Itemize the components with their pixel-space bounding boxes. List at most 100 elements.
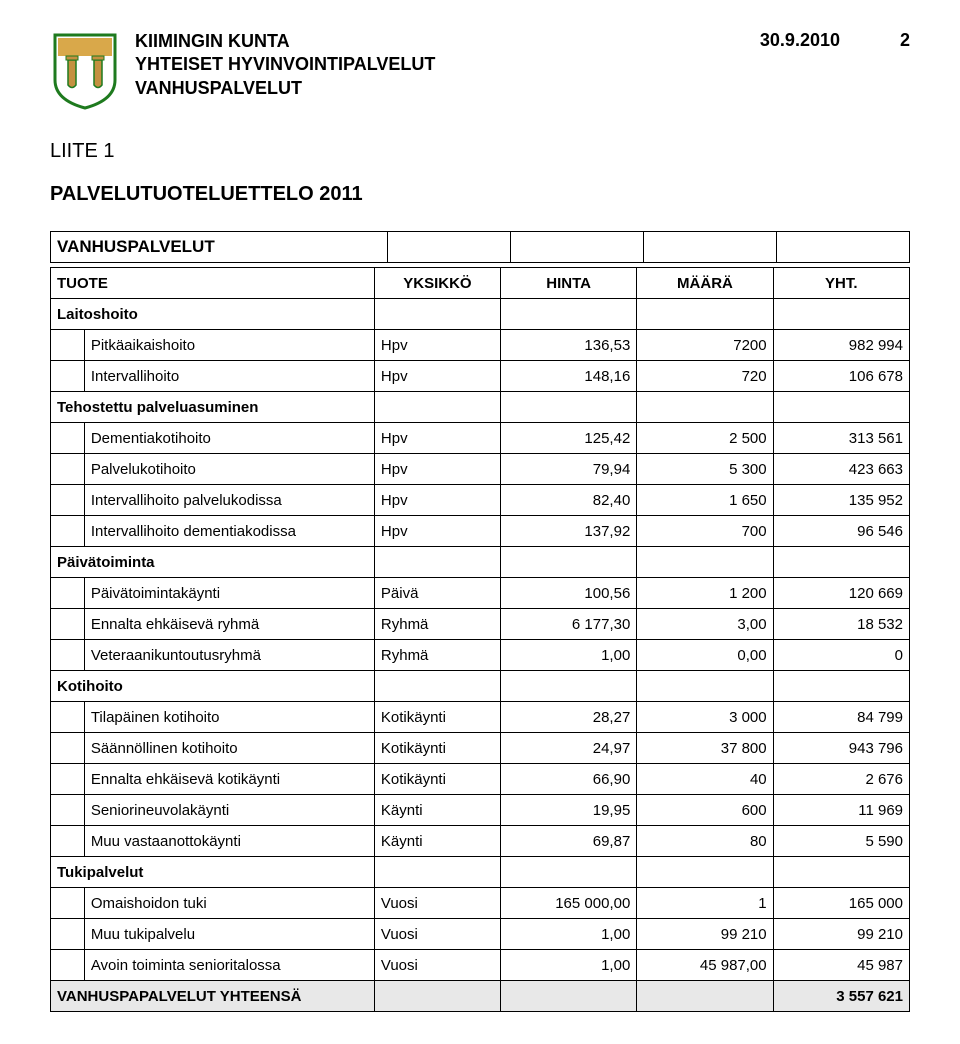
row-name: Päivätoimintakäynti — [84, 578, 374, 609]
row-price: 19,95 — [500, 795, 636, 826]
row-unit: Kotikäynti — [374, 702, 500, 733]
table-row: Ennalta ehkäisevä ryhmäRyhmä6 177,303,00… — [51, 609, 910, 640]
document-title: PALVELUTUOTELUETTELO 2011 — [50, 183, 910, 206]
row-total: 106 678 — [773, 361, 909, 392]
table-row: SeniorineuvolakäyntiKäynti19,9560011 969 — [51, 795, 910, 826]
table-row: IntervallihoitoHpv148,16720106 678 — [51, 361, 910, 392]
table-row: VeteraanikuntoutusryhmäRyhmä1,000,000 — [51, 640, 910, 671]
date-page-block: 30.9.2010 2 — [760, 30, 910, 100]
row-name: Pitkäaikaishoito — [84, 330, 374, 361]
row-unit: Päivä — [374, 578, 500, 609]
group-label: Laitoshoito — [51, 299, 375, 330]
row-unit: Kotikäynti — [374, 764, 500, 795]
table-row: Ennalta ehkäisevä kotikäyntiKotikäynti66… — [51, 764, 910, 795]
section-title: VANHUSPALVELUT — [51, 232, 388, 263]
row-name: Muu vastaanottokäynti — [84, 826, 374, 857]
row-qty: 0,00 — [637, 640, 773, 671]
row-unit: Hpv — [374, 516, 500, 547]
row-price: 82,40 — [500, 485, 636, 516]
header-text-block: KIIMINGIN KUNTA YHTEISET HYVINVOINTIPALV… — [135, 30, 910, 100]
service-product-table: TUOTE YKSIKKÖ HINTA MÄÄRÄ YHT. Laitoshoi… — [50, 267, 910, 1012]
row-total: 120 669 — [773, 578, 909, 609]
row-qty: 1 — [637, 888, 773, 919]
group-label: Päivätoiminta — [51, 547, 375, 578]
row-price: 165 000,00 — [500, 888, 636, 919]
row-qty: 600 — [637, 795, 773, 826]
row-total: 45 987 — [773, 950, 909, 981]
row-total: 18 532 — [773, 609, 909, 640]
row-qty: 99 210 — [637, 919, 773, 950]
row-unit: Käynti — [374, 795, 500, 826]
row-price: 1,00 — [500, 950, 636, 981]
organization-block: KIIMINGIN KUNTA YHTEISET HYVINVOINTIPALV… — [135, 30, 435, 100]
row-qty: 3 000 — [637, 702, 773, 733]
row-total: 96 546 — [773, 516, 909, 547]
row-price: 6 177,30 — [500, 609, 636, 640]
row-name: Seniorineuvolakäynti — [84, 795, 374, 826]
row-name: Intervallihoito — [84, 361, 374, 392]
row-unit: Vuosi — [374, 919, 500, 950]
table-row: Avoin toiminta senioritalossaVuosi1,00 45… — [51, 950, 910, 981]
row-qty: 7200 — [637, 330, 773, 361]
row-price: 1,00 — [500, 919, 636, 950]
row-qty: 1 650 — [637, 485, 773, 516]
row-price: 79,94 — [500, 454, 636, 485]
row-total: 84 799 — [773, 702, 909, 733]
group-label: Tehostettu palveluasuminen — [51, 392, 375, 423]
table-row: Muu vastaanottokäyntiKäynti69,87805 590 — [51, 826, 910, 857]
row-name: Intervallihoito palvelukodissa — [84, 485, 374, 516]
row-unit: Hpv — [374, 423, 500, 454]
row-total: 943 796 — [773, 733, 909, 764]
row-unit: Hpv — [374, 454, 500, 485]
row-name: Veteraanikuntoutusryhmä — [84, 640, 374, 671]
col-unit: YKSIKKÖ — [374, 268, 500, 299]
row-total: 2 676 — [773, 764, 909, 795]
group-row: Kotihoito — [51, 671, 910, 702]
org-line-3: VANHUSPALVELUT — [135, 77, 435, 100]
municipality-logo — [50, 30, 120, 110]
row-name: Muu tukipalvelu — [84, 919, 374, 950]
group-row: Tukipalvelut — [51, 857, 910, 888]
row-total: 5 590 — [773, 826, 909, 857]
row-total: 11 969 — [773, 795, 909, 826]
row-name: Omaishoidon tuki — [84, 888, 374, 919]
row-total: 165 000 — [773, 888, 909, 919]
row-qty: 40 — [637, 764, 773, 795]
table-row: DementiakotihoitoHpv125,422 500313 561 — [51, 423, 910, 454]
row-name: Ennalta ehkäisevä ryhmä — [84, 609, 374, 640]
row-price: 28,27 — [500, 702, 636, 733]
row-total: 982 994 — [773, 330, 909, 361]
row-qty: 700 — [637, 516, 773, 547]
section-title-table: VANHUSPALVELUT — [50, 231, 910, 263]
row-qty: 3,00 — [637, 609, 773, 640]
row-unit: Kotikäynti — [374, 733, 500, 764]
appendix-label: LIITE 1 — [50, 140, 910, 163]
row-qty: 5 300 — [637, 454, 773, 485]
document-header: KIIMINGIN KUNTA YHTEISET HYVINVOINTIPALV… — [50, 30, 910, 110]
row-price: 1,00 — [500, 640, 636, 671]
table-row: Muu tukipalveluVuosi1,0099 21099 210 — [51, 919, 910, 950]
row-unit: Ryhmä — [374, 640, 500, 671]
row-price: 24,97 — [500, 733, 636, 764]
table-row: PäivätoimintakäyntiPäivä100,561 200120 6… — [51, 578, 910, 609]
row-qty: 1 200 — [637, 578, 773, 609]
row-price: 125,42 — [500, 423, 636, 454]
group-row: Päivätoiminta — [51, 547, 910, 578]
total-label: VANHUSPAPALVELUT YHTEENSÄ — [51, 981, 375, 1012]
col-product: TUOTE — [51, 268, 375, 299]
row-name: Dementiakotihoito — [84, 423, 374, 454]
table-row: Intervallihoito palvelukodissaHpv82,401 … — [51, 485, 910, 516]
row-name: Palvelukotihoito — [84, 454, 374, 485]
table-row: Intervallihoito dementiakodissaHpv137,92… — [51, 516, 910, 547]
table-row: PalvelukotihoitoHpv79,945 300423 663 — [51, 454, 910, 485]
total-row: VANHUSPAPALVELUT YHTEENSÄ 3 557 621 — [51, 981, 910, 1012]
org-line-2: YHTEISET HYVINVOINTIPALVELUT — [135, 53, 435, 76]
row-unit: Käynti — [374, 826, 500, 857]
row-price: 66,90 — [500, 764, 636, 795]
table-header-row: TUOTE YKSIKKÖ HINTA MÄÄRÄ YHT. — [51, 268, 910, 299]
row-qty: 2 500 — [637, 423, 773, 454]
row-name: Avoin toiminta senioritalossa — [84, 950, 374, 981]
row-unit: Vuosi — [374, 950, 500, 981]
col-qty: MÄÄRÄ — [637, 268, 773, 299]
row-total: 135 952 — [773, 485, 909, 516]
